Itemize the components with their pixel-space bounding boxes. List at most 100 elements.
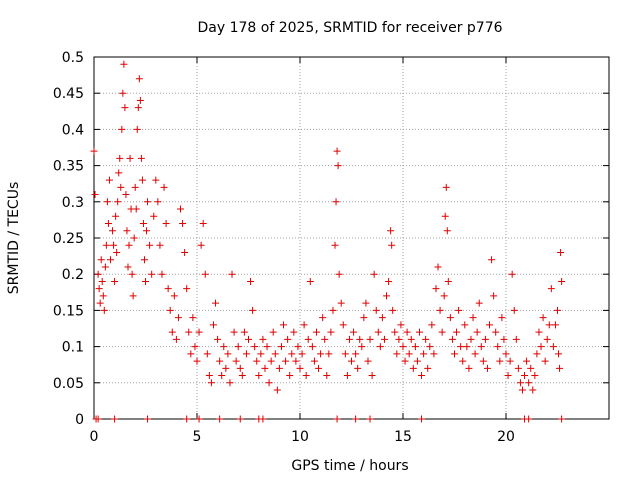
data-point xyxy=(134,104,142,112)
data-point xyxy=(430,350,438,358)
data-point xyxy=(199,220,207,228)
data-point xyxy=(123,227,131,235)
data-point xyxy=(207,379,215,387)
data-point xyxy=(132,205,140,213)
data-point xyxy=(273,386,281,394)
data-point xyxy=(234,343,242,351)
data-point xyxy=(391,328,399,336)
y-tick-label: 0.05 xyxy=(53,376,84,392)
y-tick-label: 0.2 xyxy=(62,267,84,283)
data-point xyxy=(490,292,498,300)
data-point xyxy=(286,372,294,380)
data-point xyxy=(203,350,211,358)
data-point xyxy=(529,386,537,394)
plot-frame xyxy=(93,56,610,420)
data-point xyxy=(555,350,563,358)
data-point xyxy=(486,321,494,329)
data-point xyxy=(424,364,432,372)
data-point xyxy=(112,212,120,220)
y-tick-label: 0 xyxy=(75,412,84,428)
data-point xyxy=(152,176,160,184)
data-point xyxy=(114,198,122,206)
data-point xyxy=(488,256,496,264)
data-point xyxy=(106,256,114,264)
data-point xyxy=(426,343,434,351)
data-point xyxy=(130,234,138,242)
data-point xyxy=(271,350,279,358)
data-point xyxy=(306,277,314,285)
data-point xyxy=(131,183,139,191)
data-point xyxy=(319,314,327,322)
data-point xyxy=(327,328,335,336)
data-point xyxy=(366,415,374,423)
y-tick-label: 0.1 xyxy=(62,340,84,356)
data-point xyxy=(376,343,384,351)
data-point xyxy=(500,335,508,343)
y-tick-label: 0.35 xyxy=(53,159,84,175)
data-point xyxy=(91,191,99,199)
data-point xyxy=(461,321,469,329)
data-point xyxy=(441,212,449,220)
data-point xyxy=(103,198,111,206)
x-axis-label: GPS time / hours xyxy=(291,458,408,474)
data-point xyxy=(556,364,564,372)
data-point xyxy=(236,415,244,423)
data-point xyxy=(331,241,339,249)
data-point xyxy=(334,162,342,170)
data-point xyxy=(409,364,417,372)
data-point xyxy=(94,415,102,423)
data-point xyxy=(183,285,191,293)
data-point xyxy=(150,212,158,220)
data-point xyxy=(446,314,454,322)
data-point xyxy=(140,256,148,264)
y-tick-label: 0.3 xyxy=(62,195,84,211)
data-point xyxy=(418,372,426,380)
data-point xyxy=(238,372,246,380)
data-point xyxy=(222,364,230,372)
data-point xyxy=(240,328,248,336)
data-point xyxy=(162,220,170,228)
data-point xyxy=(230,328,238,336)
data-point xyxy=(226,379,234,387)
data-point xyxy=(422,335,430,343)
data-point xyxy=(345,335,353,343)
data-point xyxy=(393,350,401,358)
data-point xyxy=(543,335,551,343)
data-point xyxy=(125,241,133,249)
data-point xyxy=(475,299,483,307)
data-point xyxy=(214,335,222,343)
data-point xyxy=(179,220,187,228)
data-point xyxy=(181,248,189,256)
data-point xyxy=(354,364,362,372)
data-point xyxy=(216,415,224,423)
data-point xyxy=(119,89,127,97)
data-point xyxy=(133,125,141,133)
data-point xyxy=(401,357,409,365)
data-point xyxy=(325,350,333,358)
data-point xyxy=(170,292,178,300)
data-point xyxy=(428,321,436,329)
data-point xyxy=(434,263,442,271)
data-points xyxy=(90,60,566,423)
data-point xyxy=(129,292,137,300)
data-point xyxy=(356,335,364,343)
y-tick-label: 0.25 xyxy=(53,231,84,247)
data-point xyxy=(380,335,388,343)
data-point xyxy=(539,314,547,322)
data-point xyxy=(205,372,213,380)
data-point xyxy=(255,372,263,380)
data-point xyxy=(395,335,403,343)
data-point xyxy=(537,343,545,351)
y-tick-labels: 0 0.05 0.1 0.15 0.2 0.25 0.3 0.35 0.4 0.45 0.5 xyxy=(53,50,84,428)
data-point xyxy=(95,285,103,293)
data-point xyxy=(479,357,487,365)
data-point xyxy=(496,357,504,365)
data-point xyxy=(315,364,323,372)
data-point xyxy=(339,321,347,329)
data-point xyxy=(440,292,448,300)
data-point xyxy=(348,357,355,365)
data-point xyxy=(411,343,419,351)
data-point xyxy=(554,306,561,314)
data-point xyxy=(111,277,119,285)
data-point xyxy=(253,357,261,365)
